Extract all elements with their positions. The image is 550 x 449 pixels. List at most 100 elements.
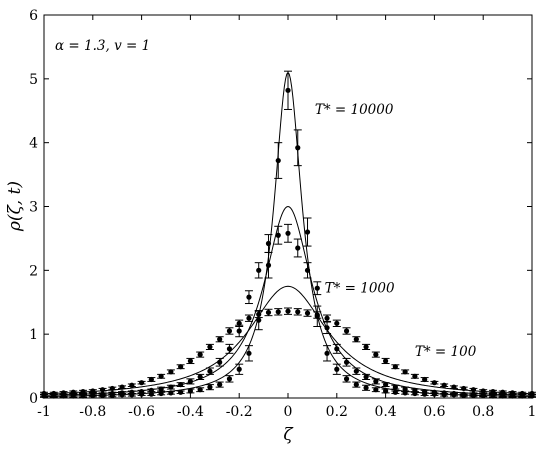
parameter-label: α = 1.3, v = 1 bbox=[55, 38, 150, 54]
data-point bbox=[373, 387, 379, 393]
data-point bbox=[158, 390, 164, 397]
curve-annotation: T* = 100 bbox=[415, 344, 477, 360]
y-tick-label: 3 bbox=[29, 200, 38, 216]
curve-annotation: T* = 10000 bbox=[315, 102, 394, 118]
data-point bbox=[139, 380, 145, 386]
data-point bbox=[285, 308, 291, 314]
data-point bbox=[217, 336, 223, 342]
data-point bbox=[51, 390, 57, 397]
data-point bbox=[226, 376, 233, 382]
data-point bbox=[217, 381, 223, 388]
x-tick-label: 0.8 bbox=[472, 404, 494, 420]
x-tick-label: 0 bbox=[284, 404, 293, 420]
data-point bbox=[139, 389, 145, 395]
data-point bbox=[451, 384, 457, 390]
data-point bbox=[353, 336, 359, 342]
data-point bbox=[334, 346, 340, 352]
data-point bbox=[207, 384, 213, 390]
data-point bbox=[148, 391, 154, 397]
y-tick-label: 2 bbox=[29, 263, 38, 279]
data-point bbox=[343, 376, 350, 382]
x-tick-label: 1 bbox=[528, 404, 537, 420]
data-point bbox=[334, 366, 340, 372]
data-point bbox=[148, 387, 154, 393]
data-point bbox=[383, 381, 389, 388]
data-point bbox=[500, 389, 506, 395]
data-point bbox=[392, 384, 398, 390]
data-point bbox=[314, 285, 320, 291]
x-tick-label: -1 bbox=[37, 404, 51, 420]
data-point bbox=[158, 373, 164, 379]
data-point bbox=[324, 325, 330, 331]
data-point bbox=[217, 359, 223, 365]
data-point bbox=[373, 378, 379, 385]
data-point bbox=[129, 389, 135, 395]
data-point bbox=[402, 390, 408, 396]
data-point bbox=[363, 344, 369, 350]
data-point bbox=[197, 351, 203, 358]
y-axis-title: ρ(ζ, t) bbox=[5, 181, 25, 232]
y-tick-labels: 0 1 2 3 4 5 6 bbox=[29, 8, 38, 407]
data-point bbox=[99, 387, 106, 393]
data-point bbox=[441, 390, 447, 396]
data-point bbox=[197, 374, 203, 380]
data-point bbox=[236, 366, 242, 372]
data-point bbox=[256, 311, 262, 317]
curve-annotation: T* = 1000 bbox=[325, 281, 395, 297]
data-point bbox=[295, 145, 301, 151]
data-point bbox=[461, 391, 467, 397]
data-point bbox=[129, 382, 135, 388]
data-point bbox=[412, 387, 418, 393]
data-point bbox=[90, 388, 96, 394]
data-point bbox=[207, 368, 213, 374]
data-point bbox=[246, 294, 252, 300]
data-point bbox=[187, 358, 193, 364]
data-point bbox=[158, 386, 164, 392]
data-point bbox=[265, 262, 272, 268]
data-point bbox=[119, 390, 125, 396]
data-point bbox=[256, 267, 262, 273]
data-point bbox=[402, 369, 408, 375]
data-point bbox=[353, 368, 359, 374]
data-point bbox=[168, 384, 174, 390]
data-point bbox=[256, 317, 262, 323]
data-point bbox=[109, 390, 115, 397]
data-point bbox=[265, 240, 272, 247]
data-point bbox=[431, 380, 437, 386]
data-point bbox=[343, 328, 350, 334]
data-point bbox=[187, 378, 193, 385]
x-tick-label: 0.4 bbox=[374, 404, 396, 420]
data-point bbox=[168, 390, 174, 396]
data-point bbox=[285, 87, 291, 93]
data-point bbox=[275, 157, 281, 164]
data-point bbox=[314, 312, 320, 318]
y-tick-label: 6 bbox=[29, 8, 38, 24]
data-point bbox=[80, 389, 86, 395]
x-tick-labels: -1 -0.8 -0.6 -0.4 -0.2 0 0.2 0.4 0.6 0.8 1 bbox=[37, 404, 536, 420]
data-point bbox=[109, 385, 115, 392]
data-point bbox=[363, 385, 369, 391]
data-point bbox=[304, 229, 311, 235]
data-point bbox=[304, 267, 311, 273]
data-point bbox=[373, 351, 379, 358]
y-tick-label: 4 bbox=[29, 136, 38, 152]
data-point bbox=[246, 315, 252, 321]
data-point bbox=[178, 389, 184, 395]
data-point bbox=[197, 387, 203, 393]
data-point bbox=[265, 309, 272, 316]
data-point bbox=[187, 388, 193, 394]
data-point bbox=[422, 389, 428, 395]
data-point bbox=[246, 350, 252, 356]
x-tick-label: -0.6 bbox=[128, 404, 155, 420]
data-point bbox=[226, 346, 233, 352]
data-point bbox=[392, 389, 398, 395]
data-point bbox=[451, 390, 457, 397]
data-point bbox=[324, 315, 330, 321]
data-point bbox=[519, 390, 525, 397]
data-point bbox=[412, 373, 418, 379]
data-point bbox=[402, 386, 408, 392]
y-tick-label: 5 bbox=[29, 72, 38, 88]
data-point bbox=[343, 359, 350, 365]
x-tick-label: -0.2 bbox=[226, 404, 253, 420]
